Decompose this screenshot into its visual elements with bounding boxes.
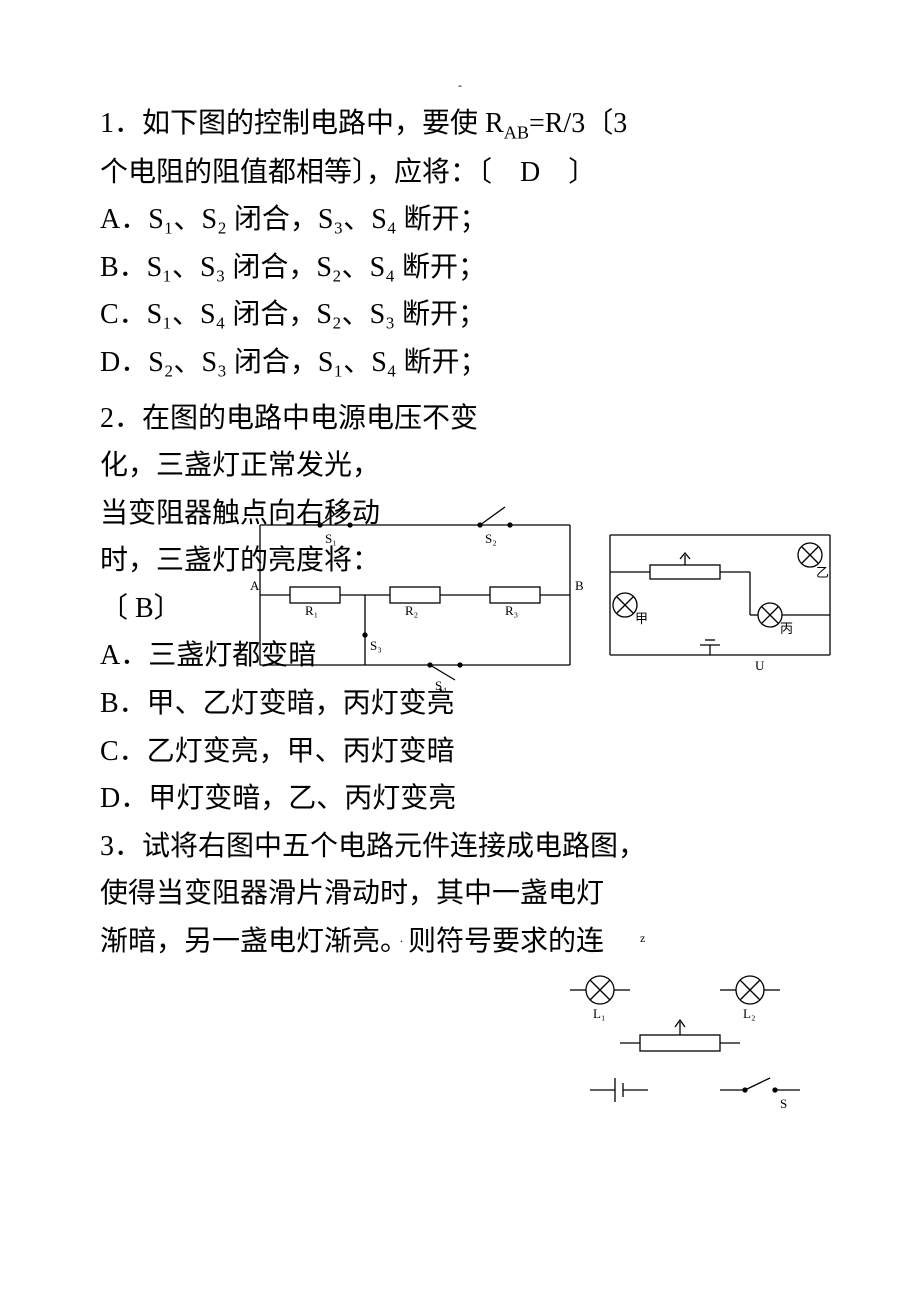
q3-stem-line2: 使得当变阻器滑片滑动时，其中一盏电灯 xyxy=(100,870,840,918)
top-marker: - xyxy=(458,78,462,93)
q3-stem-line3: 渐暗，另一盏电灯渐亮。则符号要求的连 xyxy=(100,918,840,966)
q2-optA: A．三盏灯都变暗 xyxy=(100,632,840,680)
q1-stem-line1: 1．如下图的控制电路中，要使 RAB=R/3〔3 xyxy=(100,100,840,149)
diag2-label-S: S xyxy=(780,1096,787,1111)
q1-stem-l1-pre: 1．如下图的控制电路中，要使 R xyxy=(100,108,504,139)
q2-stem-line3: 当变阻器触点向右移动 xyxy=(100,490,840,538)
q2-stem-line4: 时，三盏灯的亮度将： xyxy=(100,537,840,585)
q1-stem-l1-mid: =R/3〔3 xyxy=(529,108,627,139)
q2-stem-line2: 化，三盏灯正常发光， xyxy=(100,442,840,490)
q1-stem-l1-sub: AB xyxy=(504,123,529,143)
q2-stem-line5: 〔 B〕 xyxy=(100,585,840,633)
q1-optC: C．S₁、S₄ 闭合，S₂、S₃ 断开； xyxy=(100,291,840,339)
q2-stem-line1: 2．在图的电路中电源电压不变 xyxy=(100,395,840,443)
q2-optC: C．乙灯变亮，甲、丙灯变暗 xyxy=(100,728,840,776)
q1-optD: D．S₂、S₃ 闭合，S₁、S₄ 断开； xyxy=(100,339,840,387)
bottom-marker: . xyxy=(400,931,403,946)
diag2-label-L2: L₂ xyxy=(743,1006,755,1021)
diag2-label-L1: L₁ xyxy=(593,1006,605,1021)
q3-stem-line1: 3．试将右图中五个电路元件连接成电路图， xyxy=(100,823,840,871)
q1-stem-line2: 个电阻的阻值都相等〕，应将：〔 D 〕 xyxy=(100,149,840,197)
q2-optB: B．甲、乙灯变暗，丙灯变亮 xyxy=(100,680,840,728)
q1-optA: A．S₁、S₂ 闭合，S₃、S₄ 断开； xyxy=(100,196,840,244)
q1-optB: B．S₁、S₃ 闭合，S₂、S₄ 断开； xyxy=(100,244,840,292)
q2-optD: D．甲灯变暗，乙、丙灯变亮 xyxy=(100,775,840,823)
bottom-z: z xyxy=(640,931,645,946)
